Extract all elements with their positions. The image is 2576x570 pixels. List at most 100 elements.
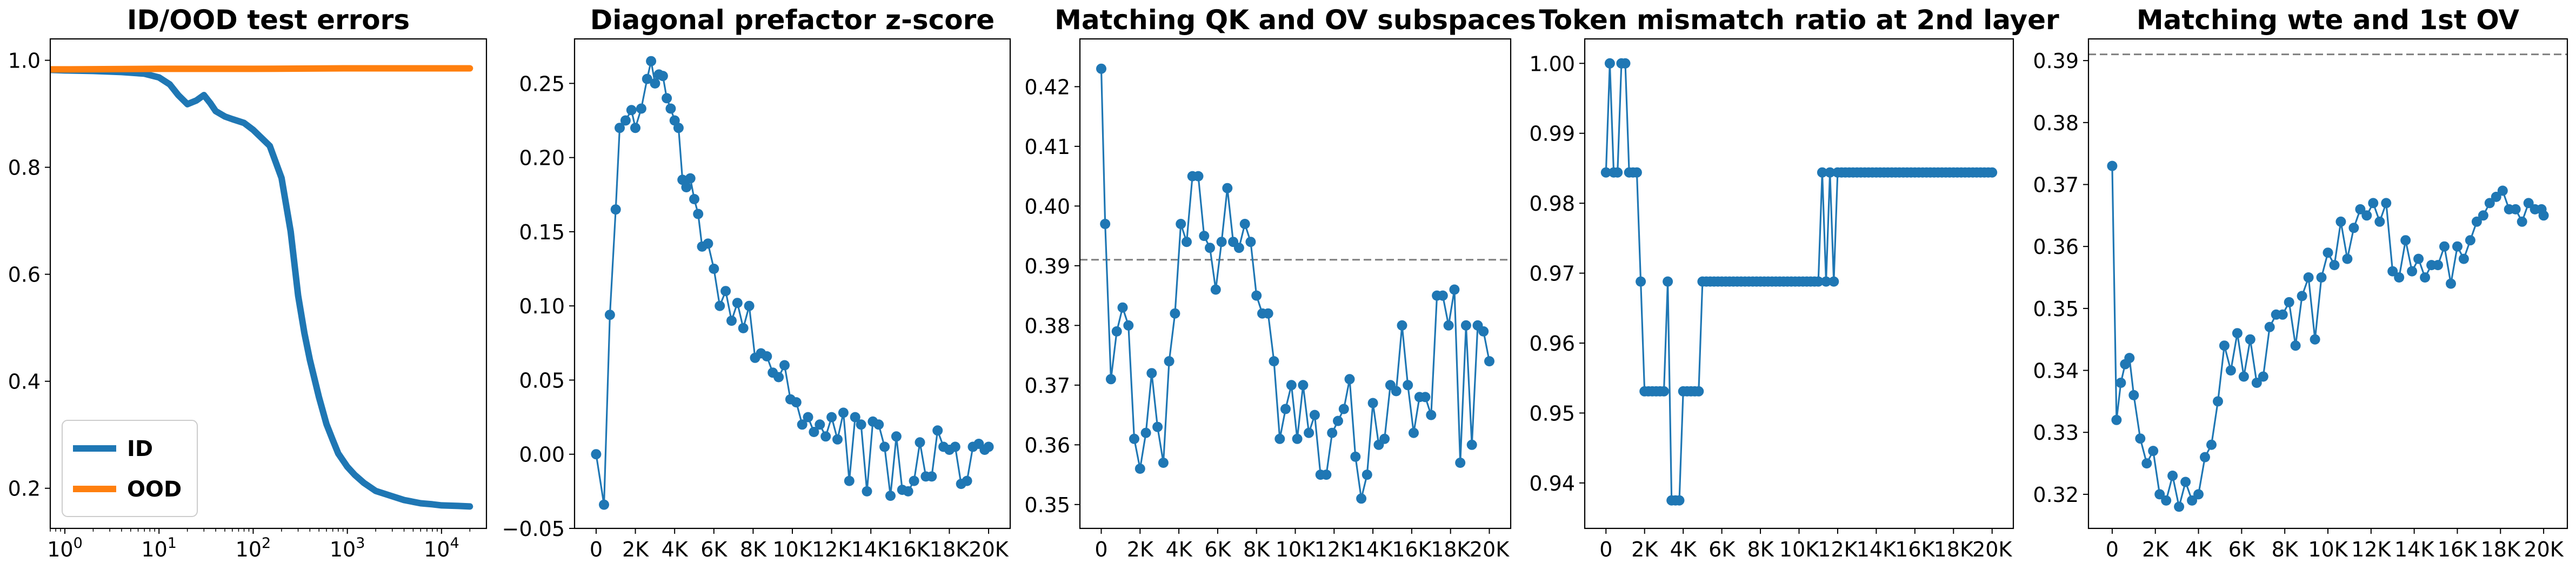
plot-area [2088,53,2567,512]
chart-title: ID/OOD test errors [127,4,410,36]
x-tick-label: 16K [1895,538,1935,561]
data-point [715,300,725,311]
data-point [1152,421,1163,432]
legend: ID OOD [62,420,198,517]
data-point [693,209,704,219]
data-point [915,437,925,448]
data-point [2148,446,2159,457]
data-point [615,123,625,133]
y-tick-label: 0.32 [2033,483,2079,507]
data-point [1362,470,1372,480]
y-tick-label: 0.4 [8,370,41,394]
data-point [1269,356,1279,367]
data-point [1356,493,1367,504]
data-point [1817,167,1827,178]
legend-box [62,420,198,517]
data-point [1193,171,1204,182]
x-tick-label: 20K [2524,538,2564,561]
data-point [1828,276,1839,287]
data-point [2510,204,2521,214]
data-point [689,194,699,204]
series-line-1 [595,60,990,506]
y-tick-label: 0.38 [1024,314,1070,338]
data-point [909,475,919,486]
data-point [626,105,637,116]
y-tick-label: 0.25 [519,72,565,96]
y-tick-label: 0.34 [2033,359,2079,383]
data-point [2484,198,2495,209]
x-tick-base: 10 [236,538,262,561]
data-point [1164,356,1174,367]
data-point [2238,371,2249,382]
x-tick-label: 18K [2481,538,2521,561]
data-point [685,173,696,184]
data-point [646,56,657,66]
data-point [2458,253,2469,264]
data-point [826,412,837,423]
x-tick-label: 0 [1095,538,1107,561]
plot-frame [1079,38,1512,529]
data-point [1146,368,1157,379]
x-tick-label: 6K [2228,538,2255,561]
x-tick-base: 10 [141,538,167,561]
data-point [2413,253,2424,264]
data-point [630,123,640,133]
data-point [1821,276,1831,287]
data-point [2381,198,2392,209]
data-point [2124,353,2135,364]
y-tick-label: 0.20 [519,146,565,170]
data-point [1123,320,1134,331]
data-point [1170,308,1180,319]
data-point [1199,231,1210,242]
y-tick-label: 0.42 [1024,75,1070,99]
data-point [636,103,646,114]
y-tick-label: 0.00 [519,443,565,467]
x-tick-label: 16K [2438,538,2478,561]
y-tick-label: 0.35 [2033,297,2079,321]
x-tick-exponent: 0 [74,535,83,552]
data-point [873,419,884,430]
data-point [1216,237,1227,247]
data-point [932,425,943,436]
data-point [1158,458,1169,468]
x-tick-label: 18K [1431,538,1471,561]
data-point [2193,489,2204,500]
data-point [1286,380,1297,391]
data-point [803,412,813,423]
plot-frame [2087,38,2568,529]
data-point [642,73,652,84]
data-point [1604,58,1615,69]
data-point [726,316,737,326]
data-point [1333,415,1343,426]
data-point [2439,241,2450,252]
x-tick-label: 18K [930,538,970,561]
plot-area [591,56,994,510]
y-tick-label: 0.39 [2033,49,2079,73]
data-point [2277,309,2288,320]
data-point [1096,63,1106,74]
x-tick-label: 12K [1818,538,1858,561]
data-point [1309,410,1320,420]
x-tick-label: 8K [1243,538,1270,561]
data-point [1182,237,1192,247]
x-tick-label: 14K [1857,538,1897,561]
data-point [2446,278,2456,289]
data-point [1205,243,1215,253]
data-point [2407,266,2418,277]
data-point [2355,204,2366,214]
x-tick-label: 2K [1631,538,1658,561]
data-point [926,471,937,482]
data-point [2420,272,2431,283]
x-tick-label: 101 [141,535,177,561]
data-point [599,499,609,510]
data-point [673,123,684,133]
data-point [950,441,960,452]
chart-title: Token mismatch ratio at 2nd layer [1539,4,2059,36]
data-point [962,475,972,486]
data-point [2251,378,2262,388]
data-point [1100,219,1111,229]
data-point [1176,219,1186,229]
x-tick-label: 14K [2394,538,2434,561]
data-point [1403,380,1413,391]
